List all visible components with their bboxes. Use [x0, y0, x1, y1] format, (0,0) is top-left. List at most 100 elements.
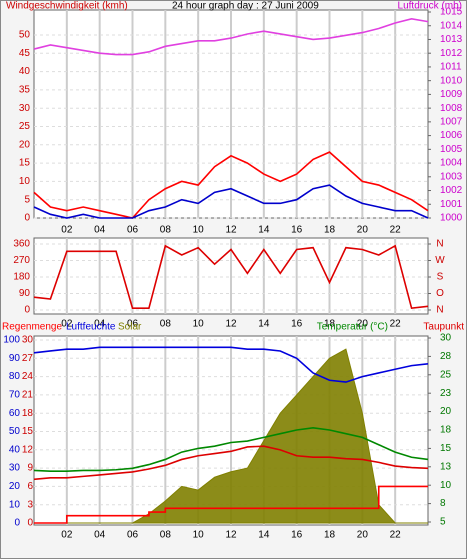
legend-label: Taupunkt: [423, 322, 464, 333]
x-tick-label: 04: [94, 319, 106, 330]
line: [33, 426, 429, 473]
y3-tick-label: 0: [27, 518, 33, 529]
y2-tick-label: 1011: [440, 62, 462, 73]
y2-tick-label: 1006: [440, 130, 463, 141]
x-tick-label: 14: [258, 530, 270, 541]
legend-label: Temperatur (°C): [317, 322, 388, 333]
y2-tick-label: 8: [440, 498, 446, 509]
x-tick-label: 10: [193, 319, 205, 330]
y2-tick-label: 1003: [440, 171, 463, 182]
x-tick-label: 04: [94, 225, 106, 236]
y2-tick-label: 1004: [440, 158, 463, 169]
y2-tick-label: 10: [440, 480, 452, 491]
x-tick-label: 06: [127, 319, 139, 330]
y3-tick-label: 3: [27, 499, 33, 510]
line: [33, 151, 429, 219]
y-tick-label: 5: [24, 194, 30, 205]
area: [34, 348, 428, 524]
x-tick-label: 02: [61, 319, 73, 330]
y2-tick-label: 1001: [440, 199, 463, 210]
line: [33, 18, 429, 56]
line: [33, 184, 429, 219]
y-axis-label: Windgeschwindigkeit (kmh): [6, 1, 128, 12]
x-tick-label: 08: [160, 530, 172, 541]
x-tick-label: 22: [390, 319, 402, 330]
y2-tick-label: 18: [440, 425, 452, 436]
y2-tick-label: S: [437, 272, 444, 283]
legend-label: Regenmenge: [2, 322, 62, 333]
line: [33, 445, 429, 481]
y2-tick-label: 1009: [440, 89, 463, 100]
x-tick-label: 02: [61, 530, 73, 541]
y-tick-label: 0: [14, 518, 20, 529]
y-tick-label: 20: [9, 481, 21, 492]
y-tick-label: 40: [9, 444, 21, 455]
x-tick-label: 12: [225, 530, 237, 541]
y-tick-label: 15: [19, 158, 31, 169]
x-tick-label: 08: [160, 225, 172, 236]
x-tick-label: 12: [225, 225, 237, 236]
x-tick-label: 14: [258, 225, 270, 236]
y2-tick-label: 1002: [440, 185, 463, 196]
x-tick-label: 18: [324, 530, 336, 541]
y-tick-label: 25: [19, 121, 31, 132]
x-tick-label: 20: [357, 319, 369, 330]
x-tick-label: 06: [127, 225, 139, 236]
y2-tick-label: N: [436, 239, 443, 250]
y-tick-label: 80: [9, 371, 21, 382]
y-tick-label: 70: [9, 390, 21, 401]
x-tick-label: 16: [291, 530, 303, 541]
y-tick-label: 360: [13, 239, 30, 250]
y2-tick-label: N: [436, 305, 443, 316]
x-tick-label: 16: [291, 225, 303, 236]
y-tick-label: 0: [24, 213, 30, 224]
y-tick-label: 45: [19, 48, 31, 59]
y3-tick-label: 15: [22, 426, 34, 437]
y2-tick-label: 30: [440, 333, 452, 344]
line: [33, 346, 429, 383]
y-tick-label: 180: [13, 272, 30, 283]
y3-tick-label: 24: [22, 371, 34, 382]
y3-tick-label: 9: [27, 463, 33, 474]
y-tick-label: 90: [9, 353, 21, 364]
x-tick-label: 06: [127, 530, 139, 541]
legend-label: Luftfeuchte: [66, 322, 116, 333]
x-tick-label: 08: [160, 319, 172, 330]
y-tick-label: 40: [19, 66, 31, 77]
y-tick-label: 50: [9, 426, 21, 437]
y3-tick-label: 18: [22, 408, 34, 419]
y-tick-label: 10: [9, 499, 21, 510]
y2-tick-label: 1012: [440, 48, 463, 59]
y2-tick-label: 1015: [440, 7, 463, 18]
y2-tick-label: O: [436, 288, 444, 299]
y-tick-label: 0: [24, 305, 30, 316]
line: [33, 244, 429, 310]
y2-tick-label: 25: [440, 369, 452, 380]
y2-tick-label: 15: [440, 443, 452, 454]
y2-tick-label: 1013: [440, 34, 463, 45]
y2-tick-label: 13: [440, 461, 452, 472]
x-tick-label: 14: [258, 319, 270, 330]
y-tick-label: 30: [19, 103, 31, 114]
legend-label: Solar: [118, 322, 142, 333]
y-tick-label: 90: [19, 288, 31, 299]
x-tick-label: 20: [357, 530, 369, 541]
y3-tick-label: 21: [22, 390, 34, 401]
y2-tick-label: W: [435, 255, 445, 266]
y3-tick-label: 27: [22, 353, 34, 364]
x-tick-label: 20: [357, 225, 369, 236]
y2-tick-label: 1005: [440, 144, 463, 155]
x-tick-label: 10: [193, 530, 205, 541]
y-tick-label: 100: [3, 335, 20, 346]
y-tick-label: 10: [19, 176, 31, 187]
x-tick-label: 18: [324, 319, 336, 330]
y-tick-label: 30: [9, 463, 21, 474]
y-tick-label: 50: [19, 30, 31, 41]
y2-tick-label: 1007: [440, 117, 463, 128]
y2-tick-label: 1010: [440, 75, 463, 86]
x-tick-label: 22: [390, 225, 402, 236]
chart-title: 24 hour graph day : 27 Juni 2009: [172, 1, 319, 12]
y-tick-label: 60: [9, 408, 21, 419]
y2-tick-label: 28: [440, 351, 452, 362]
